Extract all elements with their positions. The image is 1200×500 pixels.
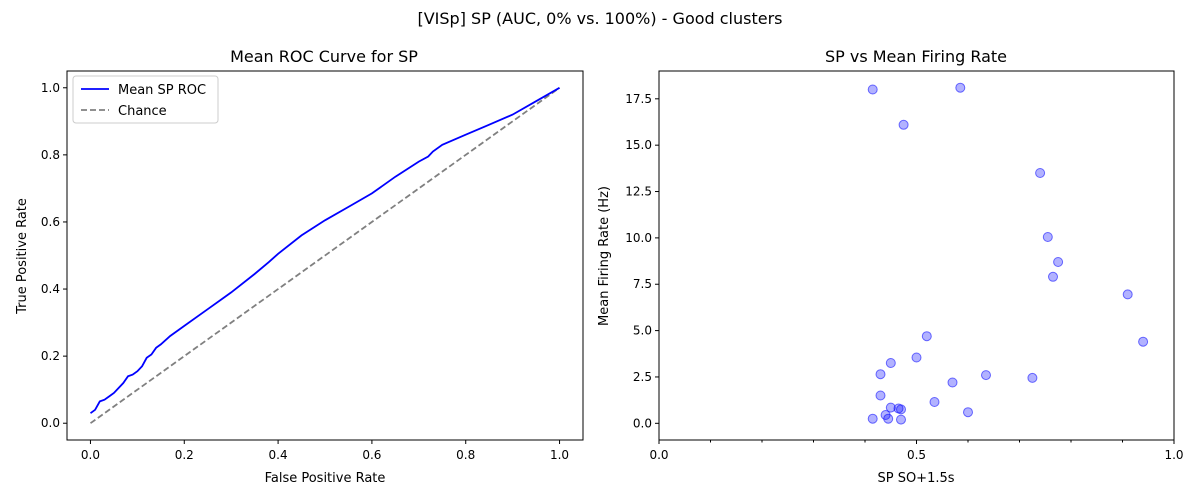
roc-y-tick-label: 0.2 bbox=[41, 349, 60, 363]
scatter-point bbox=[929, 397, 940, 407]
roc-x-tick-label: 0.8 bbox=[456, 448, 475, 462]
scatter-point bbox=[1053, 257, 1064, 267]
roc-y-tick-label: 0.8 bbox=[41, 148, 60, 162]
roc-y-tick-label: 0.0 bbox=[41, 416, 60, 430]
scatter-y-tick-label: 17.5 bbox=[625, 92, 652, 106]
roc-legend: Mean SP ROC Chance bbox=[72, 75, 219, 124]
roc-x-tick-label: 0.4 bbox=[269, 448, 288, 462]
scatter-point bbox=[947, 377, 958, 388]
scatter-point bbox=[875, 369, 886, 380]
scatter-point bbox=[1035, 168, 1046, 178]
roc-y-tick-label: 0.6 bbox=[41, 215, 60, 229]
scatter-y-tick-label: 2.5 bbox=[633, 370, 652, 384]
scatter-plot-area bbox=[659, 71, 1174, 440]
scatter-y-tick-label: 15.0 bbox=[625, 138, 652, 152]
scatter-point bbox=[963, 407, 973, 418]
scatter-point bbox=[1122, 289, 1133, 300]
scatter-point bbox=[921, 331, 932, 342]
roc-x-tick-label: 0.6 bbox=[362, 448, 381, 462]
scatter-y-tick-label: 0.0 bbox=[633, 416, 652, 430]
scatter-point bbox=[896, 404, 906, 415]
scatter-point bbox=[896, 414, 906, 425]
roc-legend-box bbox=[72, 75, 219, 124]
scatter-y-tick-label: 5.0 bbox=[633, 324, 652, 338]
scatter-point bbox=[981, 370, 991, 381]
scatter-x-tick-label: 0.5 bbox=[907, 448, 926, 462]
scatter-point bbox=[1048, 271, 1058, 282]
roc-legend-label-mean: Mean SP ROC bbox=[118, 83, 206, 98]
roc-x-tick-label: 0.2 bbox=[175, 448, 194, 462]
mean-sp-roc-line bbox=[89, 87, 560, 414]
scatter-point bbox=[1027, 372, 1038, 383]
scatter-x-tick-label: 1.0 bbox=[1164, 448, 1183, 462]
roc-legend-label-chance: Chance bbox=[118, 104, 167, 119]
scatter-point bbox=[898, 119, 909, 130]
scatter-point bbox=[911, 352, 922, 363]
figure-suptitle: [VISp] SP (AUC, 0% vs. 100%) - Good clus… bbox=[417, 9, 782, 28]
scatter-x-axis: 0.0 0.5 1.0 bbox=[649, 440, 1184, 462]
scatter-y-axis-label: Mean Firing Rate (Hz) bbox=[597, 186, 612, 326]
scatter-x-axis-label: SP SO+1.5s bbox=[877, 471, 954, 486]
scatter-y-tick-label: 7.5 bbox=[633, 277, 652, 291]
scatter-point bbox=[885, 358, 896, 368]
roc-y-axis: 0.0 0.2 0.4 0.6 0.8 1.0 bbox=[41, 81, 67, 430]
scatter-point bbox=[1042, 232, 1053, 242]
scatter-x-tick-label: 0.0 bbox=[649, 448, 668, 462]
scatter-point bbox=[955, 82, 966, 93]
roc-y-tick-label: 0.4 bbox=[41, 282, 60, 296]
scatter-point bbox=[883, 413, 894, 424]
scatter-point bbox=[875, 390, 886, 401]
scatter-y-tick-label: 12.5 bbox=[625, 185, 652, 199]
scatter-marks bbox=[867, 82, 1149, 425]
roc-chart: Mean ROC Curve for SP 0.0 0.2 0.4 0.6 0.8 1.0… bbox=[15, 47, 584, 486]
scatter-y-tick-label: 10.0 bbox=[625, 231, 652, 245]
roc-plot-frame bbox=[66, 70, 584, 441]
chance-line bbox=[89, 87, 561, 424]
scatter-chart-title: SP vs Mean Firing Rate bbox=[825, 47, 1007, 66]
roc-x-axis: 0.0 0.2 0.4 0.6 0.8 1.0 bbox=[81, 440, 569, 462]
roc-y-tick-label: 1.0 bbox=[41, 81, 60, 95]
scatter-point bbox=[885, 402, 896, 413]
scatter-y-axis: 0.0 2.5 5.0 7.5 10.0 12.5 15.0 17.5 bbox=[625, 92, 659, 430]
firing-rate-scatter-chart: SP vs Mean Firing Rate 0.0 0.5 1.0 0.0 2.5 5… bbox=[597, 47, 1184, 486]
roc-y-axis-label: True Positive Rate bbox=[15, 198, 30, 315]
scatter-point bbox=[867, 413, 878, 424]
scatter-point bbox=[1138, 336, 1149, 347]
roc-marks bbox=[89, 87, 561, 424]
roc-x-axis-label: False Positive Rate bbox=[265, 471, 386, 486]
scatter-point bbox=[867, 84, 878, 95]
roc-x-tick-label: 1.0 bbox=[550, 448, 569, 462]
roc-x-tick-label: 0.0 bbox=[81, 448, 100, 462]
roc-chart-title: Mean ROC Curve for SP bbox=[230, 47, 418, 66]
